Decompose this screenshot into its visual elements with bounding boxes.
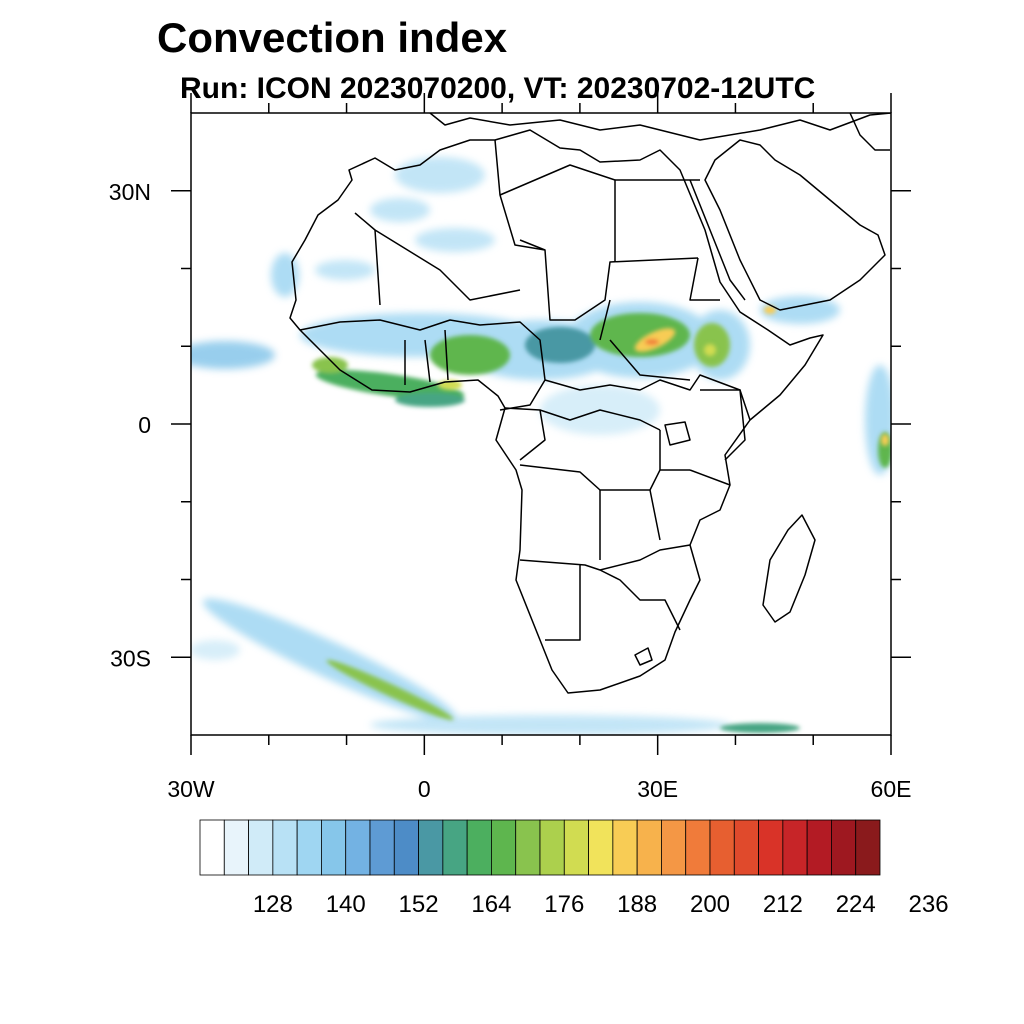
colorbar-tick-label: 224 <box>836 891 876 918</box>
colorbar-swatch <box>491 819 517 876</box>
border-central-africa <box>544 299 751 421</box>
cell-chad-south <box>525 327 595 363</box>
red-sea-coast <box>689 179 746 301</box>
coastlines-borders <box>289 113 891 694</box>
madagascar <box>762 514 816 623</box>
lon-tick-label: 0 <box>418 776 431 802</box>
colorbar-tick-label: 188 <box>617 891 657 918</box>
colorbar-tick-label: 236 <box>909 891 949 918</box>
lat-tick-label: 30S <box>110 645 151 671</box>
border-west-africa <box>299 319 546 411</box>
lon-tick-label: 60E <box>871 776 912 802</box>
colorbar-labels: 128 140 152 164 176 188 200 212 224 236 <box>253 891 949 918</box>
colorbar-swatch <box>588 819 614 876</box>
colorbar-swatch <box>369 819 395 876</box>
colorbar-swatch <box>855 819 881 876</box>
colorbar-tick-label: 176 <box>544 891 584 918</box>
cell-south-front-b <box>370 715 730 735</box>
chart-subtitle: Run: ICON 2023070200, VT: 20230702-12UTC <box>180 72 816 105</box>
convection-field <box>191 157 891 735</box>
colorbar-swatch <box>733 819 759 876</box>
colorbar-swatch <box>685 819 711 876</box>
cell-front-core <box>326 659 454 721</box>
lon-tick-label: 30W <box>167 776 215 802</box>
colorbar-swatch <box>393 819 419 876</box>
lake-victoria <box>664 421 691 446</box>
colorbar-swatch <box>612 819 638 876</box>
cell-sudan-peak <box>645 339 659 345</box>
colorbar-swatch <box>563 819 589 876</box>
cell-sahara-west <box>370 198 430 222</box>
colorbar-swatch <box>758 819 784 876</box>
border-congo <box>504 407 690 491</box>
chart-title: Convection index <box>157 14 508 61</box>
colorbar-swatch <box>539 819 565 876</box>
africa-coastline <box>289 129 824 694</box>
lat-tick-label: 0 <box>138 412 151 438</box>
lat-tick-label: 30N <box>109 179 151 205</box>
border-egypt <box>615 179 720 301</box>
cell-south-east-front <box>720 723 800 733</box>
colorbar-tick-label: 200 <box>690 891 730 918</box>
colorbar-swatch <box>636 819 662 876</box>
colorbar-swatch <box>272 819 298 876</box>
colorbar-swatch <box>418 819 444 876</box>
border-algeria-libya <box>494 139 616 262</box>
colorbar-tick-label: 128 <box>253 891 293 918</box>
colorbar-swatch <box>515 819 541 876</box>
med-north-coast <box>429 113 891 141</box>
lesotho <box>634 647 653 666</box>
cell-sahara-central <box>415 228 495 252</box>
cell-gulf-guinea <box>395 393 465 407</box>
lon-tick-label: 30E <box>637 776 678 802</box>
cell-nigeria <box>430 335 510 375</box>
colorbar-swatch <box>321 819 347 876</box>
cell-ethiopia-max <box>704 344 716 356</box>
colorbar-tick-label: 164 <box>471 891 511 918</box>
arabian-peninsula <box>704 139 886 311</box>
colorbar-swatch <box>709 819 735 876</box>
colorbar-swatch <box>661 819 687 876</box>
colorbar-tick-label: 152 <box>399 891 439 918</box>
colorbar-swatch <box>345 819 371 876</box>
cell-indian-max <box>881 434 889 446</box>
colorbar-swatch <box>466 819 492 876</box>
caspian-coast <box>849 113 890 151</box>
colorbar-swatch <box>782 819 808 876</box>
colorbar-swatch <box>248 819 274 876</box>
colorbar-tick-label: 212 <box>763 891 803 918</box>
cell-yemen <box>760 296 840 324</box>
colorbar-swatch <box>223 819 249 876</box>
colorbar-swatch <box>806 819 832 876</box>
cell-nw-africa <box>395 157 485 193</box>
axis-ticks <box>171 93 911 755</box>
colorbar <box>199 819 881 876</box>
border-southern-africa <box>519 489 691 641</box>
colorbar-swatch <box>199 819 225 876</box>
border-east-africa <box>659 389 746 486</box>
cell-south-front-a <box>202 598 458 722</box>
colorbar-tick-label: 140 <box>326 891 366 918</box>
colorbar-swatch <box>831 819 857 876</box>
cell-yemen-max <box>764 306 776 314</box>
cell-south-west <box>191 640 240 660</box>
cell-atlantic-itcz <box>191 341 275 369</box>
cell-sahel-mali <box>315 260 375 280</box>
axis-tick-labels: 30W 0 30E 60E 30N 0 30S <box>109 179 912 802</box>
colorbar-swatch <box>442 819 468 876</box>
colorbar-swatch <box>296 819 322 876</box>
